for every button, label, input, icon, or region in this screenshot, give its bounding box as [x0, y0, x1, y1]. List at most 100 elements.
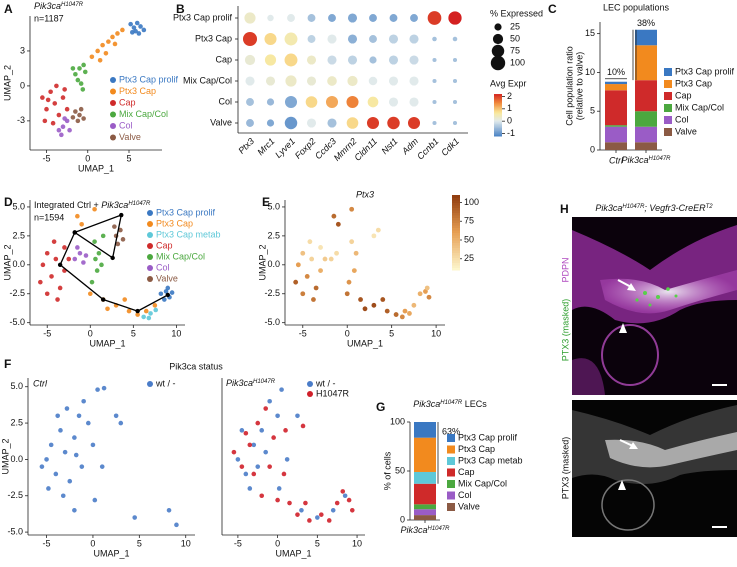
- colorbar-cell: [494, 117, 502, 120]
- legend-swatch: [447, 457, 455, 465]
- y-tick-label: 3: [20, 45, 25, 55]
- point: [62, 87, 67, 92]
- y-tick-label: 0: [590, 144, 595, 154]
- colorbar-cell: [494, 130, 502, 133]
- legend-label: Col: [458, 490, 472, 500]
- dot: [409, 34, 419, 44]
- point: [80, 87, 86, 92]
- point: [295, 413, 300, 419]
- colorbar-cell: [452, 217, 460, 221]
- point: [165, 285, 171, 291]
- annotation: 63%: [442, 426, 460, 436]
- point: [166, 507, 172, 513]
- point: [393, 312, 399, 317]
- point: [115, 241, 121, 247]
- colorbar-cell: [494, 108, 502, 110]
- colorbar-cell: [452, 205, 460, 208]
- dot: [327, 118, 337, 128]
- colorbar-cell: [494, 133, 502, 136]
- point: [340, 489, 346, 494]
- legend-swatch: [664, 68, 672, 76]
- point: [231, 449, 237, 455]
- colorbar-cell: [494, 119, 502, 122]
- point: [81, 116, 86, 121]
- point: [243, 430, 249, 436]
- legend-label: Cap: [458, 467, 475, 477]
- image-title-part: ; Vegfr3-CreER: [644, 203, 706, 213]
- dot: [388, 55, 399, 65]
- legend-label: Valve: [156, 273, 178, 283]
- colorbar-cell: [452, 212, 460, 216]
- dot: [448, 11, 462, 25]
- point: [95, 48, 100, 54]
- colorbar-cell: [452, 232, 460, 236]
- bar-segment: [414, 504, 436, 510]
- point: [75, 213, 80, 219]
- dot: [327, 34, 337, 44]
- point: [300, 423, 306, 429]
- trajectory-node: [72, 230, 77, 235]
- dot: [306, 55, 317, 65]
- colorbar-cell: [494, 105, 502, 108]
- colorbar-label: -1: [507, 128, 515, 138]
- point: [44, 457, 49, 462]
- gene-label: Foxp2: [293, 136, 318, 161]
- row-label: Ptx3 Cap: [195, 33, 232, 43]
- point: [334, 250, 339, 256]
- colorbar-cell: [452, 245, 460, 248]
- point: [349, 206, 355, 212]
- point: [64, 406, 70, 411]
- point: [73, 109, 78, 114]
- colorbar-cell: [494, 103, 502, 106]
- x-tick-label: Pik3caH1047R: [400, 525, 450, 535]
- point: [59, 132, 64, 138]
- legend-marker: [110, 134, 116, 141]
- channel-label: PTX3 (masked): [560, 299, 570, 362]
- legend-marker: [110, 77, 116, 83]
- point: [243, 471, 249, 477]
- point: [51, 239, 57, 244]
- y-tick-label: -5.0: [9, 317, 25, 327]
- legend-label: Ptx3 Cap metab: [458, 455, 523, 465]
- y-tick-label: 2.5: [10, 417, 23, 427]
- point: [402, 308, 408, 314]
- point: [100, 42, 105, 48]
- gene-label: Cdk1: [439, 136, 461, 158]
- point: [106, 39, 111, 44]
- legend-label: Ptx3 Cap metab: [156, 229, 221, 239]
- point: [48, 442, 54, 448]
- point: [87, 291, 93, 297]
- point: [92, 497, 98, 503]
- point: [263, 449, 268, 455]
- point: [407, 311, 412, 316]
- point: [79, 222, 84, 227]
- panel-letter: D: [4, 195, 13, 209]
- bar-segment: [414, 515, 436, 520]
- point: [247, 486, 253, 491]
- chart-title-part: H1047R: [440, 400, 463, 406]
- colorbar-cell: [494, 96, 502, 99]
- x-tick-label: -5: [42, 153, 50, 163]
- panel-letter: A: [4, 2, 13, 16]
- point: [38, 279, 43, 285]
- legend-swatch: [447, 434, 455, 442]
- point: [78, 106, 84, 112]
- x-tick-label: -5: [43, 538, 51, 548]
- chart-subtitle-part: Pik3ca: [226, 378, 253, 388]
- point: [93, 256, 98, 262]
- colorbar-cell: [494, 99, 502, 102]
- point: [276, 486, 282, 491]
- dot: [245, 76, 255, 86]
- colorbar-cell: [452, 255, 460, 258]
- dot: [325, 95, 339, 109]
- point: [70, 66, 76, 71]
- dot: [369, 35, 377, 43]
- legend-label: Ptx3 Cap: [156, 218, 193, 228]
- legend-marker: [110, 111, 116, 118]
- point: [342, 493, 348, 499]
- point: [72, 435, 77, 440]
- point: [303, 500, 308, 506]
- y-tick-label: -2.5: [9, 288, 25, 298]
- point: [304, 273, 310, 279]
